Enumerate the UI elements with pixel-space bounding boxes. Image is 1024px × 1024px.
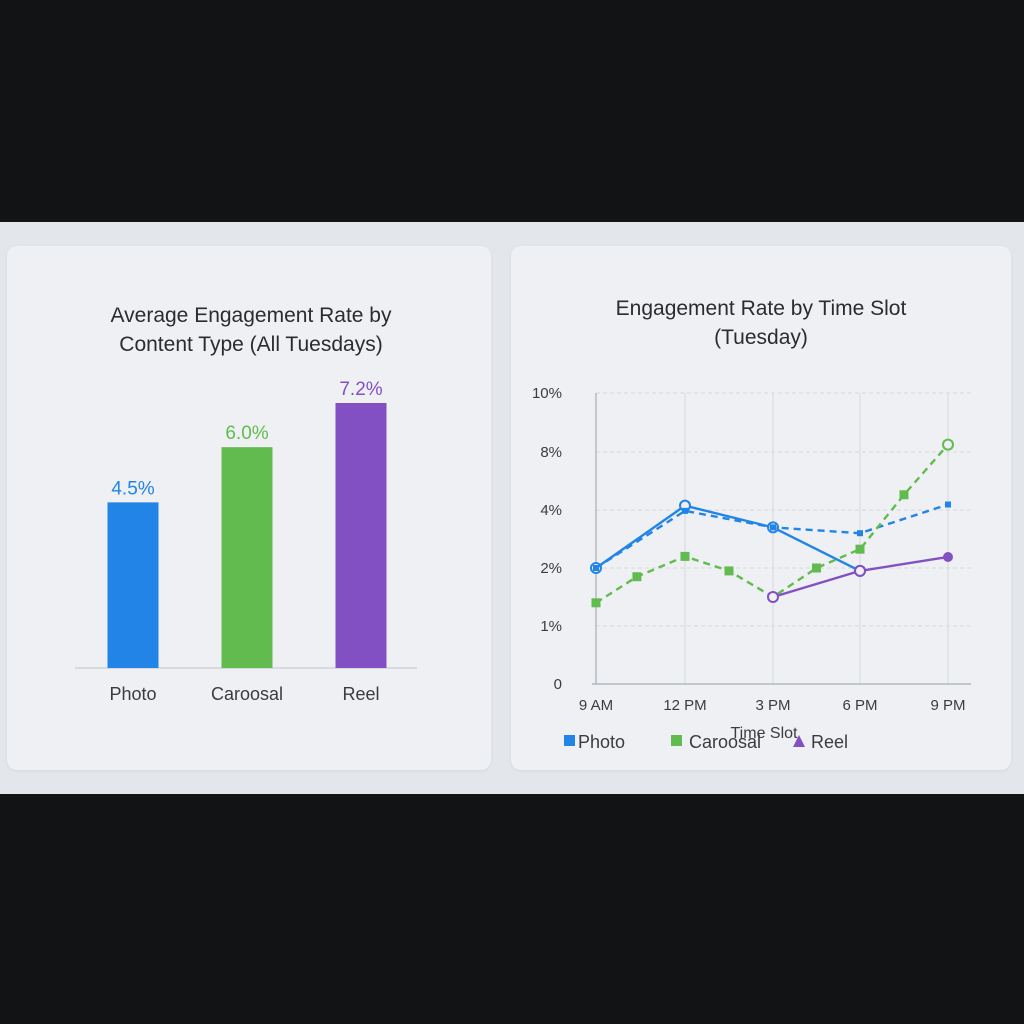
- legend-marker-caroosal: [671, 735, 682, 746]
- data-point-caroosal: [680, 551, 690, 561]
- y-tick-label: 4%: [540, 502, 562, 519]
- legend-label-reel: Reel: [811, 732, 848, 752]
- category-label-reel: Reel: [342, 684, 379, 704]
- bar-chart-card: Average Engagement Rate by Content Type …: [7, 246, 491, 770]
- bar-value-label-photo: 4.5%: [111, 478, 154, 499]
- x-tick-label: 12 PM: [663, 697, 706, 714]
- bar-reel: [335, 403, 387, 668]
- data-point-caroosal: [899, 490, 909, 500]
- data-point-caroosal: [812, 563, 821, 573]
- line-chart-title-line-2: (Tuesday): [714, 326, 808, 349]
- data-point-reel-mid: [854, 564, 866, 577]
- bar-value-label-caroosal: 6.0%: [225, 423, 268, 444]
- category-label-caroosal: Caroosal: [211, 684, 283, 704]
- bar-photo: [107, 502, 159, 668]
- x-tick-label: 9 PM: [930, 697, 965, 714]
- legend-marker-photo: [564, 735, 575, 746]
- bar-chart-title-line-1: Average Engagement Rate by: [111, 304, 392, 327]
- legend-marker-reel: [793, 735, 805, 747]
- series-line-photo-solid: [595, 504, 861, 572]
- line-chart: Engagement Rate by Time Slot (Tuesday) 0…: [532, 297, 971, 752]
- line-chart-title-line-1: Engagement Rate by Time Slot: [616, 297, 907, 320]
- bar-chart-title-line-2: Content Type (All Tuesdays): [119, 333, 382, 356]
- line-chart-card: Engagement Rate by Time Slot (Tuesday) 0…: [511, 246, 1011, 770]
- data-point-caroosal: [632, 572, 642, 582]
- x-tick-label: 6 PM: [842, 697, 877, 714]
- category-label-photo: Photo: [109, 684, 156, 704]
- y-tick-label: 2%: [540, 560, 562, 577]
- data-point-photo-dashed: [770, 524, 776, 531]
- data-point-caroosal: [591, 598, 601, 608]
- line-chart-x-axis-label: Time Slot: [731, 725, 799, 742]
- data-point-caroosal: [855, 544, 865, 554]
- data-point-photo-dashed: [593, 565, 599, 571]
- y-tick-label: 1%: [540, 618, 562, 635]
- dashboard-band: Average Engagement Rate by Content Type …: [0, 222, 1024, 794]
- bar-caroosal: [221, 447, 273, 668]
- legend-label-photo: Photo: [578, 732, 625, 752]
- data-point-caroosal: [724, 566, 734, 576]
- bar-chart: Average Engagement Rate by Content Type …: [75, 304, 417, 704]
- bar-value-label-reel: 7.2%: [339, 379, 382, 400]
- data-point-photo-dashed: [945, 501, 951, 508]
- legend-label-caroosal: Caroosal: [689, 732, 761, 752]
- series-line-photo-dashed: [595, 503, 949, 570]
- y-tick-label: 10%: [532, 385, 562, 402]
- y-tick-label: 8%: [540, 444, 562, 461]
- data-point-photo-dashed: [857, 530, 863, 537]
- data-point-reel: [943, 551, 953, 562]
- data-point-reel-start: [767, 591, 779, 603]
- y-tick-label: 0: [554, 676, 562, 693]
- data-point-photo-dashed: [682, 507, 688, 514]
- x-tick-label: 9 AM: [579, 697, 613, 714]
- data-point-caroosal-end: [942, 438, 954, 451]
- x-tick-label: 3 PM: [755, 697, 790, 714]
